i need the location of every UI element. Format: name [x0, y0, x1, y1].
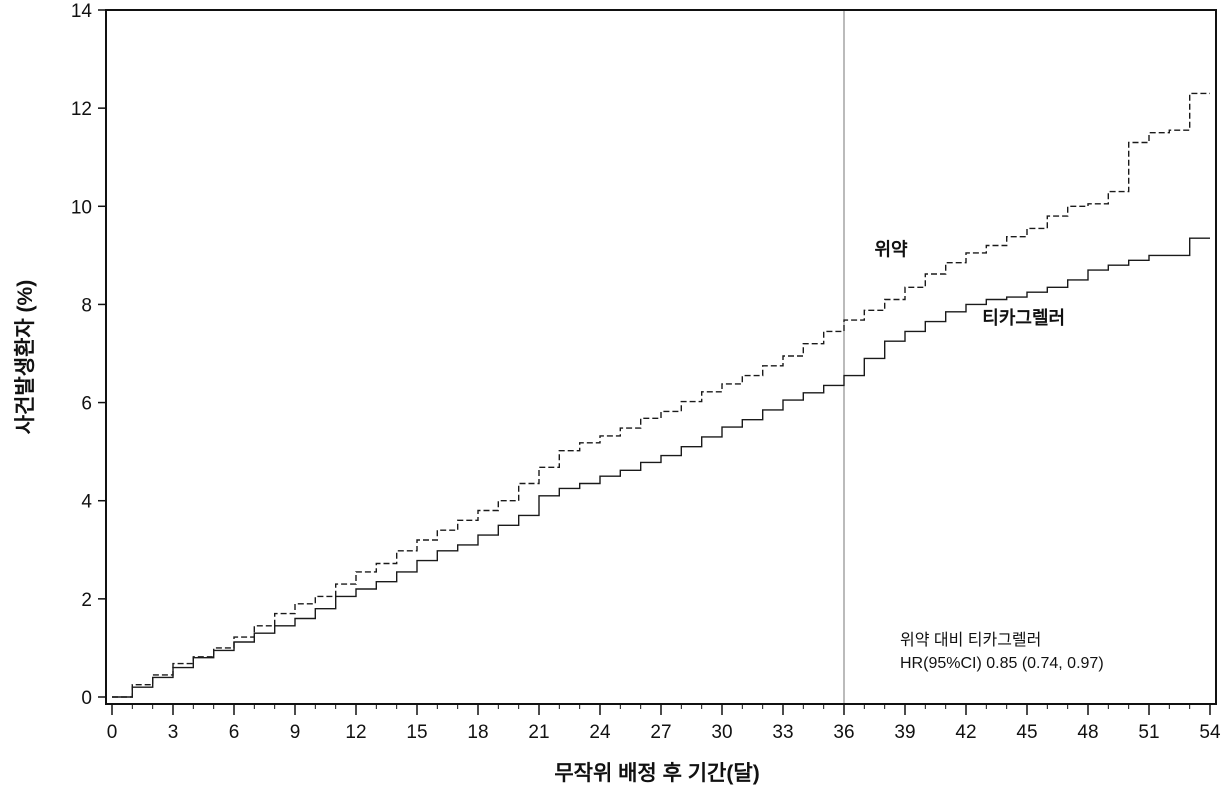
axis-layer: 0 3 6 9 12 15 18 21 24 27 30 33 36 39 42 45 48 51 54024681…	[71, 1, 1221, 743]
x-tick-label: 6	[229, 722, 240, 743]
x-tick-label: 27	[650, 722, 671, 743]
x-tick-label: 54	[1199, 722, 1221, 743]
x-tick-label: 51	[1138, 722, 1159, 743]
x-tick-label: 9	[290, 722, 301, 743]
y-tick-label: 4	[81, 492, 92, 513]
y-tick-label: 0	[81, 688, 92, 709]
y-tick-label: 12	[71, 99, 92, 120]
x-tick-label: 30	[711, 722, 732, 743]
y-tick-label: 8	[81, 295, 92, 316]
plot-frame	[105, 9, 1217, 705]
x-tick-label: 12	[345, 722, 366, 743]
series-label-2: 티카그렐러	[982, 308, 1065, 328]
x-tick-label: 42	[955, 722, 976, 743]
x-tick-label: 36	[833, 722, 854, 743]
x-tick-label: 45	[1016, 722, 1037, 743]
y-tick-label: 2	[81, 590, 92, 611]
x-tick-label: 24	[589, 722, 611, 743]
x-tick-label: 18	[467, 722, 488, 743]
x-tick-label: 39	[894, 722, 915, 743]
series-line-1	[112, 92, 1210, 698]
hazard-ratio-annotation-line1: 위약 대비 티카그렐러	[900, 631, 1041, 649]
x-axis-title: 무작위 배정 후 기간(달)	[554, 761, 759, 785]
x-tick-label: 33	[772, 722, 793, 743]
x-tick-label: 0	[107, 722, 118, 743]
x-tick-label: 15	[406, 722, 427, 743]
y-tick-label: 6	[81, 394, 92, 415]
x-tick-label: 3	[168, 722, 179, 743]
series-line-2	[112, 237, 1210, 698]
y-axis-title: 사건발생환자 (%)	[14, 280, 37, 434]
x-tick-label: 48	[1077, 722, 1098, 743]
hazard-ratio-annotation-line2: HR(95%CI) 0.85 (0.74, 0.97)	[900, 655, 1104, 672]
x-tick-label: 21	[528, 722, 549, 743]
y-tick-label: 14	[71, 1, 93, 22]
y-tick-label: 10	[71, 197, 92, 218]
series-label-1: 위약	[875, 238, 909, 259]
